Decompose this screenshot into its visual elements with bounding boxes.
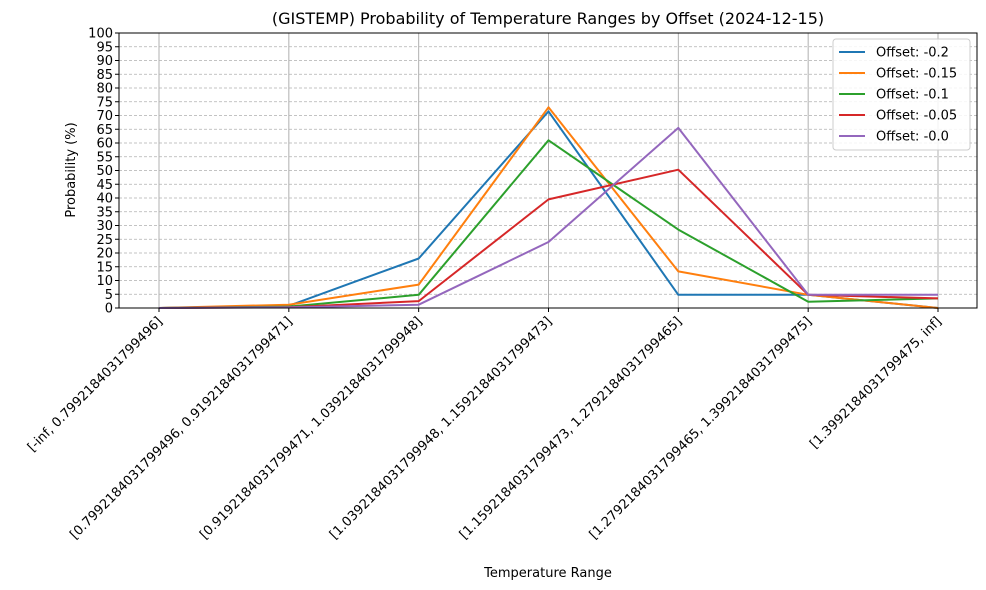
legend-label: Offset: -0.2	[876, 46, 949, 61]
y-tick-label: 55	[96, 150, 113, 165]
series-line	[158, 126, 938, 309]
legend-label: Offset: -0.15	[876, 67, 957, 82]
y-tick-label: 10	[96, 274, 113, 289]
y-tick-label: 0	[105, 302, 113, 317]
y-tick-label: 5	[105, 288, 113, 303]
y-axis: 0510152025303540455055606570758085909510…	[88, 27, 119, 317]
y-tick-label: 15	[96, 260, 113, 275]
y-tick-label: 30	[96, 219, 113, 234]
y-tick-label: 85	[96, 68, 113, 83]
y-axis-label: Probability (%)	[64, 122, 79, 217]
y-tick-label: 60	[96, 137, 113, 152]
y-tick-label: 95	[96, 40, 113, 55]
y-tick-label: 100	[88, 27, 113, 42]
legend-label: Offset: -0.0	[876, 130, 949, 145]
y-tick-label: 80	[96, 82, 113, 97]
y-tick-label: 90	[96, 54, 113, 69]
y-tick-label: 65	[96, 123, 113, 138]
series-lines	[158, 106, 939, 309]
y-tick-label: 50	[96, 164, 113, 179]
y-tick-label: 25	[96, 233, 113, 248]
y-tick-label: 70	[96, 109, 113, 124]
chart-title: (GISTEMP) Probability of Temperature Ran…	[272, 9, 824, 28]
legend-box	[832, 38, 971, 151]
y-tick-label: 45	[96, 178, 113, 193]
legend-label: Offset: -0.05	[876, 109, 957, 124]
x-axis-label: Temperature Range	[483, 566, 612, 581]
legend-label: Offset: -0.1	[876, 88, 949, 103]
legend: Offset: -0.2 Offset: -0.15 Offset: -0.1 Off…	[832, 38, 971, 151]
y-tick-label: 35	[96, 205, 113, 220]
y-tick-label: 20	[96, 247, 113, 262]
y-tick-label: 75	[96, 95, 113, 110]
y-tick-label: 40	[96, 192, 113, 207]
